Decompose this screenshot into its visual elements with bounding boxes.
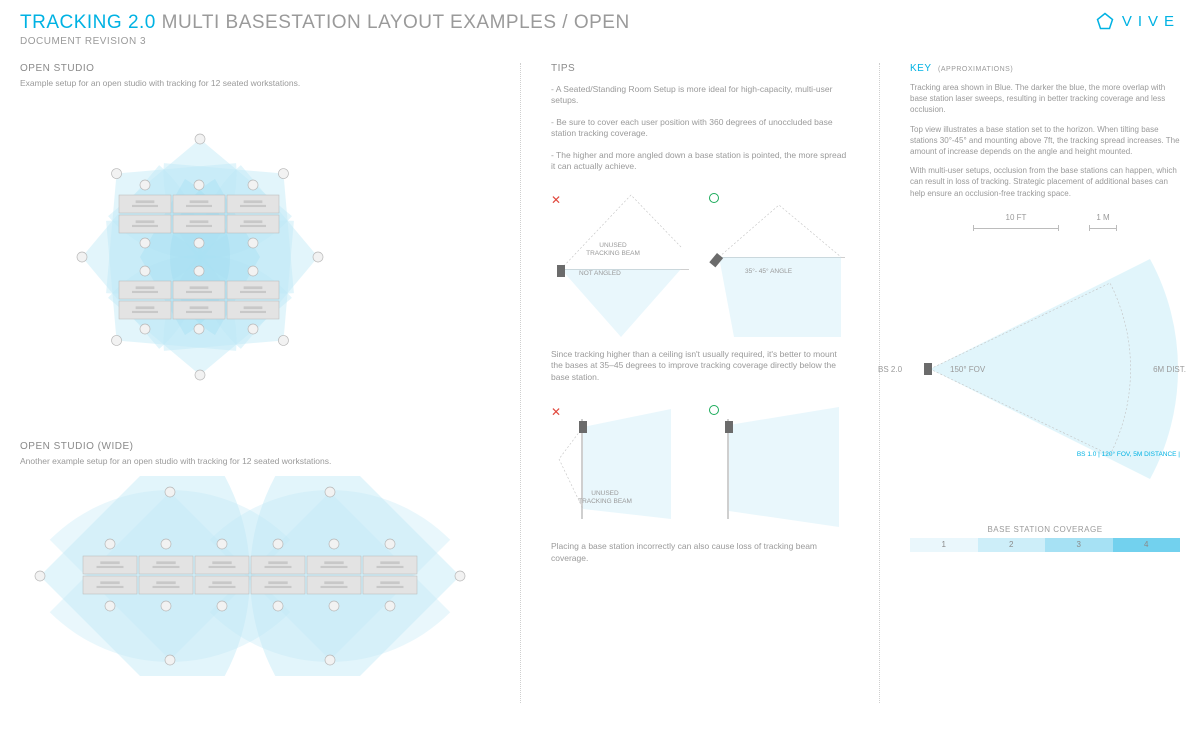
key-paragraph: With multi-user setups, occlusion from t…	[910, 165, 1180, 199]
good-mark-icon	[709, 193, 719, 203]
scale-legend: 10 FT 1 M	[910, 213, 1180, 231]
title-rest: MULTI BASESTATION LAYOUT EXAMPLES / OPEN	[162, 12, 630, 33]
coverage-step: 2	[978, 538, 1046, 552]
key-paragraph: Tracking area shown in Blue. The darker …	[910, 82, 1180, 116]
fov-dist-label: 6M DIST.	[1153, 365, 1186, 374]
tips-title: TIPS	[551, 63, 849, 74]
fov-diagram: BS 2.0 150° FOV 6M DIST. BS 1.0 | 120° F…	[910, 239, 1180, 519]
studio2-desc: Another example setup for an open studio…	[20, 456, 500, 467]
studio2-title: OPEN STUDIO (WIDE)	[20, 441, 500, 452]
brand-logo: VIVE	[1096, 12, 1180, 30]
scale-m: 1 M	[1089, 213, 1117, 231]
angle-comparison-1: ✕ UNUSEDTRACKING BEAM NOT ANGLED	[551, 187, 849, 339]
angle-good-diagram: 35°- 45° ANGLE	[709, 187, 849, 337]
bad-mark-icon: ✕	[551, 405, 561, 419]
key-paragraphs: Tracking area shown in Blue. The darker …	[910, 82, 1180, 199]
angle-comparison-2: ✕ UNUSEDTRACKING BEAM	[551, 399, 849, 531]
placement-good-diagram	[709, 399, 849, 529]
unused-beam-label: UNUSEDTRACKING BEAM	[586, 242, 640, 257]
not-angled-label: NOT ANGLED	[579, 270, 621, 277]
coverage-title: BASE STATION COVERAGE	[910, 525, 1180, 534]
coverage-step: 1	[910, 538, 978, 552]
bs1-note: BS 1.0 | 120° FOV, 5M DISTANCE |	[1077, 451, 1180, 458]
fov-deg-label: 150° FOV	[950, 365, 985, 374]
revision-label: DOCUMENT REVISION 3	[20, 36, 630, 47]
bad-mark-icon: ✕	[551, 193, 561, 207]
placement-bad-diagram: UNUSEDTRACKING BEAM	[551, 399, 691, 529]
tip-item: - Be sure to cover each user position wi…	[551, 117, 849, 140]
coverage-step: 4	[1113, 538, 1181, 552]
brand-text: VIVE	[1122, 13, 1180, 30]
angle-note-1: Since tracking higher than a ceiling isn…	[551, 349, 849, 383]
title-lead: TRACKING 2.0	[20, 12, 156, 33]
coverage-legend: 1234	[910, 538, 1180, 552]
studio1-title: OPEN STUDIO	[20, 63, 500, 74]
coverage-step: 3	[1045, 538, 1113, 552]
tip-item: - The higher and more angled down a base…	[551, 150, 849, 173]
bs2-label: BS 2.0	[878, 365, 902, 374]
vive-logo-icon	[1096, 12, 1114, 30]
angle-note-2: Placing a base station incorrectly can a…	[551, 541, 849, 564]
studio1-desc: Example setup for an open studio with tr…	[20, 78, 500, 89]
tips-list: - A Seated/Standing Room Setup is more i…	[551, 84, 849, 173]
angle-good-label: 35°- 45° ANGLE	[745, 267, 793, 275]
page-title: TRACKING 2.0 MULTI BASESTATION LAYOUT EX…	[20, 12, 630, 34]
studio1-diagram	[20, 97, 500, 417]
key-title: KEY	[910, 63, 932, 74]
angle-bad-diagram: UNUSEDTRACKING BEAM NOT ANGLED	[551, 187, 691, 337]
studio2-diagram	[20, 476, 500, 676]
key-paragraph: Top view illustrates a base station set …	[910, 124, 1180, 158]
key-title-row: KEY (APPROXIMATIONS)	[910, 63, 1180, 74]
tip-item: - A Seated/Standing Room Setup is more i…	[551, 84, 849, 107]
key-approx: (APPROXIMATIONS)	[938, 66, 1013, 73]
scale-ft: 10 FT	[973, 213, 1059, 231]
